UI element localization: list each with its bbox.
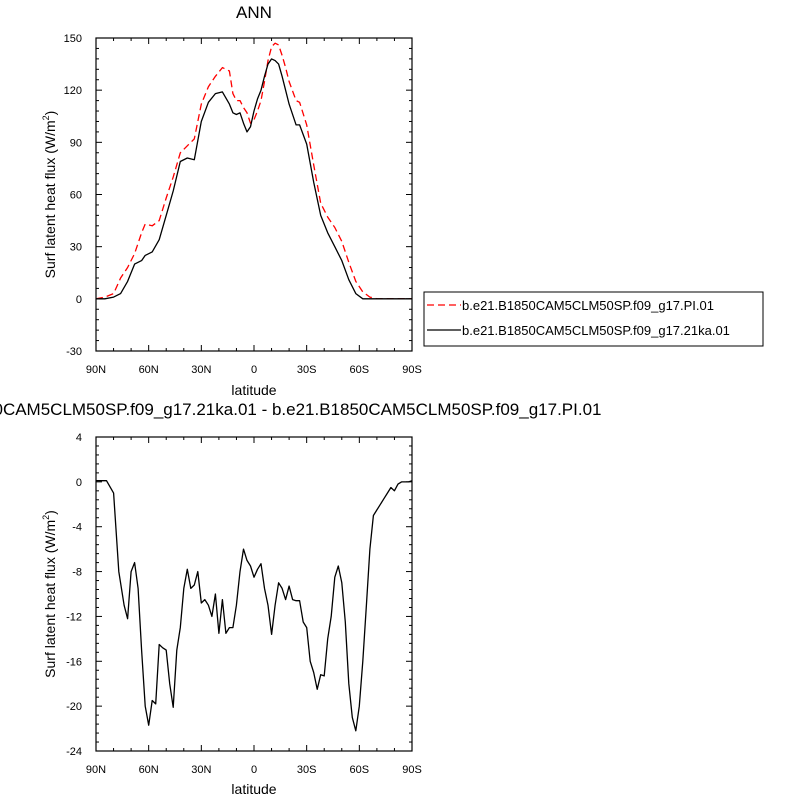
x-tick-label: 60S [350, 364, 370, 376]
top-panel-frame [95, 37, 413, 352]
y-tick-label: 4 [76, 432, 82, 444]
bottom-panel-y-axis-label: Surf latent heat flux (W/m2) [41, 510, 58, 678]
y-tick-label: -4 [72, 522, 82, 534]
x-tick-label: 30N [191, 764, 211, 776]
bottom-panel-x-axis-label: latitude [231, 781, 276, 797]
legend-label-pi: b.e21.B1850CAM5CLM50SP.f09_g17.PI.01 [462, 298, 714, 313]
y-tick-label: 90 [70, 137, 82, 149]
x-tick-label: 90N [86, 364, 106, 376]
y-tick-label: -24 [66, 746, 82, 758]
x-tick-label: 30S [297, 764, 317, 776]
x-tick-label: 90S [402, 764, 422, 776]
top-panel: ANN -30 0 30 60 90 120 150 90N 60N 30N 0 30S 60S 90S… [41, 3, 422, 398]
y-tick-label: 120 [64, 85, 82, 97]
y-tick-label: -12 [66, 611, 82, 623]
x-tick-label: 60S [350, 764, 370, 776]
bottom-panel-frame [95, 436, 413, 752]
x-tick-label: 0 [251, 364, 257, 376]
series-line-1-0 [96, 480, 413, 732]
x-tick-label: 30N [191, 364, 211, 376]
top-panel-title: ANN [236, 3, 272, 22]
series-line-0-1 [96, 58, 412, 300]
y-tick-label: 30 [70, 242, 82, 254]
series-line-0-0 [95, 42, 412, 300]
legend-label-21ka: b.e21.B1850CAM5CLM50SP.f09_g17.21ka.01 [462, 323, 730, 338]
top-panel-x-axis-label: latitude [231, 382, 276, 398]
y-tick-label: -8 [72, 567, 82, 579]
x-tick-label: 60N [139, 764, 159, 776]
top-panel-y-axis-label: Surf latent heat flux (W/m2) [41, 111, 58, 279]
x-tick-label: 60N [139, 364, 159, 376]
x-tick-label: 30S [297, 364, 317, 376]
x-tick-label: 90S [402, 364, 422, 376]
y-tick-label: 0 [76, 477, 82, 489]
y-tick-label: -20 [66, 701, 82, 713]
y-tick-label: 0 [76, 294, 82, 306]
x-tick-label: 90N [86, 764, 106, 776]
y-tick-label: 150 [64, 33, 82, 45]
legend-box [423, 291, 764, 347]
y-tick-label: -30 [66, 346, 82, 358]
y-tick-label: -16 [66, 656, 82, 668]
bottom-panel-title: b.e21.B1850CAM5CLM50SP.f09_g17.21ka.01 -… [0, 400, 601, 419]
y-tick-label: 60 [70, 190, 82, 202]
x-tick-label: 0 [251, 764, 257, 776]
legend: b.e21.B1850CAM5CLM50SP.f09_g17.PI.01 b.e… [423, 291, 764, 347]
bottom-panel: b.e21.B1850CAM5CLM50SP.f09_g17.21ka.01 -… [0, 400, 601, 797]
